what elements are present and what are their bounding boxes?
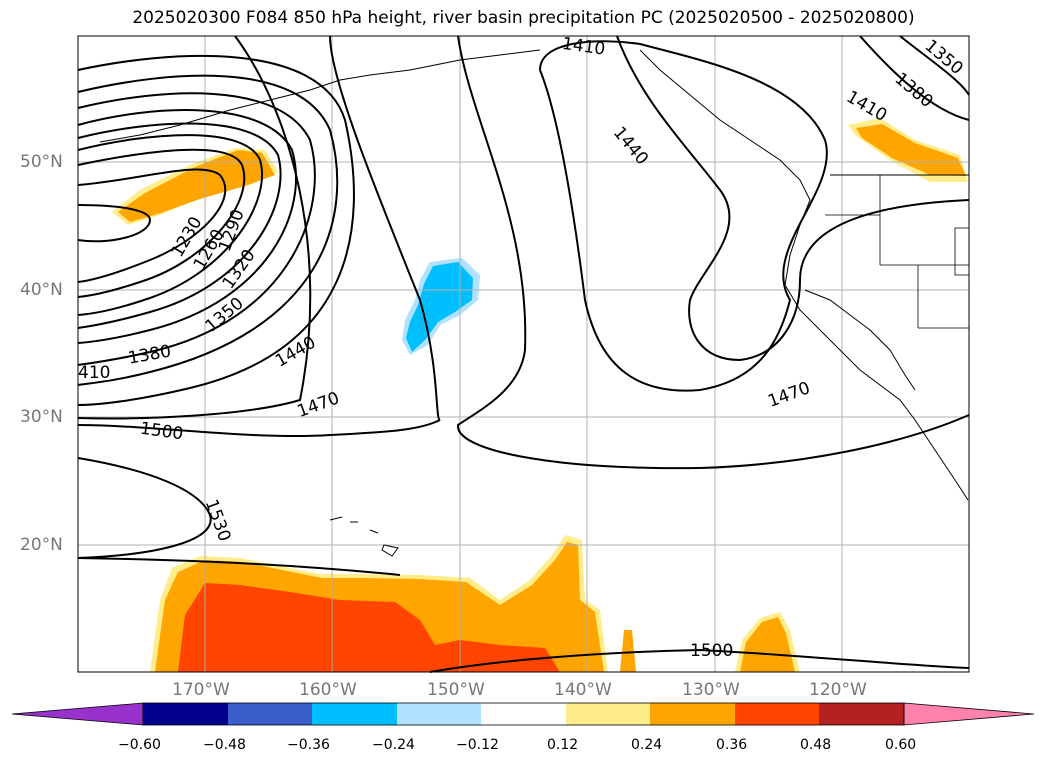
- contour-label: 1320: [219, 246, 260, 293]
- colorbar-tick: 0.12: [547, 737, 579, 753]
- colorbar-segment: [819, 703, 904, 725]
- precip-shading: [112, 118, 968, 672]
- latitude-label: 50°N: [20, 152, 63, 172]
- longitude-label: 140°W: [554, 680, 612, 700]
- contour-label: 1440: [272, 333, 319, 372]
- contour-label: 1500: [139, 419, 185, 445]
- contour-label: 1530: [201, 497, 235, 544]
- longitude-label: 130°W: [682, 680, 740, 700]
- precip-area-north-pacific-core: [118, 150, 275, 222]
- precip-area-negative-core: [406, 262, 473, 352]
- colorbar-max-arrow: [903, 702, 1035, 726]
- longitude-label: 120°W: [809, 680, 867, 700]
- map-frame: [77, 35, 970, 673]
- precip-area-east-small: [620, 630, 636, 672]
- colorbar-segment: [143, 703, 228, 725]
- colorbar-tick: 0.60: [885, 737, 917, 753]
- colorbar-segment: [312, 703, 397, 725]
- colorbar-tick: −0.24: [372, 737, 415, 753]
- precip-area-south-core: [178, 583, 560, 672]
- contour-label: 1410: [843, 87, 890, 126]
- colorbar-tick: 0.24: [631, 737, 663, 753]
- contour-label: 410: [78, 363, 110, 383]
- contour-label: 1410: [561, 34, 607, 60]
- contour-label: 1350: [202, 294, 248, 337]
- colorbar-tick: 0.48: [800, 737, 832, 753]
- latitude-label: 20°N: [20, 535, 63, 555]
- colorbar-tick: −0.36: [287, 737, 330, 753]
- contour-label: 1380: [127, 341, 173, 368]
- contour-label: 1470: [765, 378, 812, 412]
- colorbar-segment: [650, 703, 735, 725]
- precip-area-east-core: [740, 617, 795, 672]
- longitude-label: 160°W: [299, 680, 357, 700]
- colorbar-segment: [566, 703, 650, 725]
- colorbar-min-arrow: [11, 702, 144, 726]
- map-title: 2025020300 F084 850 hPa height, river ba…: [132, 8, 915, 28]
- latitude-label: 30°N: [20, 407, 63, 427]
- longitude-label: 150°W: [427, 680, 485, 700]
- colorbar-segment: [397, 703, 481, 725]
- colorbar-tick: −0.48: [203, 737, 246, 753]
- colorbar-segment: [228, 703, 312, 725]
- latitude-label: 40°N: [20, 280, 63, 300]
- height-contours: [77, 35, 970, 673]
- colorbar-frame: [142, 702, 905, 726]
- colorbar-segment: [481, 703, 566, 725]
- colorbar-tick: 0.36: [716, 737, 748, 753]
- precip-area-south-hole: [440, 600, 468, 622]
- contour-label: 1500: [690, 641, 733, 661]
- precip-area-pnw-core: [856, 124, 966, 176]
- longitude-label: 170°W: [172, 680, 230, 700]
- colorbar-tick: −0.60: [118, 737, 161, 753]
- colorbar-segment: [735, 703, 819, 725]
- contour-label: 1380: [891, 69, 937, 112]
- colorbar-tick: −0.12: [456, 737, 499, 753]
- colorbar: [11, 702, 1035, 726]
